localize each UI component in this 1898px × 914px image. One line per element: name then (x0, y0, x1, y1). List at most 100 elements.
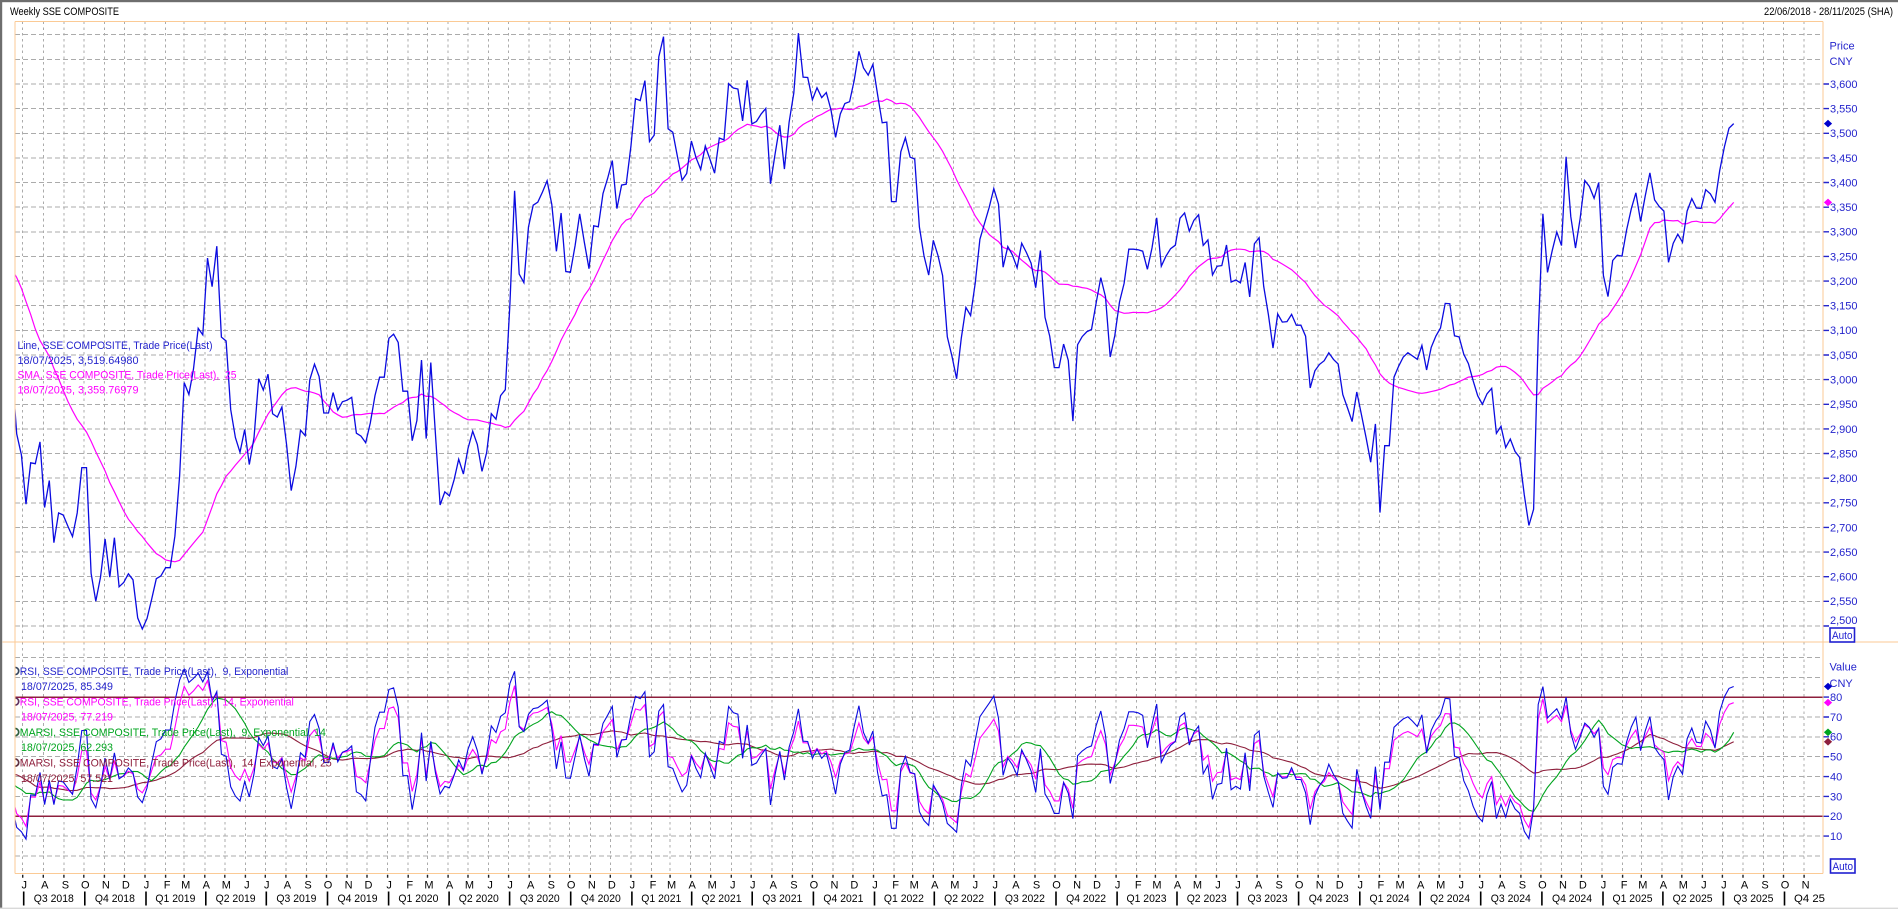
svg-text:18/07/2025, 3,359.76979: 18/07/2025, 3,359.76979 (18, 385, 139, 397)
svg-text:CNY: CNY (1830, 678, 1854, 690)
svg-text:Q3 2021: Q3 2021 (762, 893, 802, 905)
svg-text:J: J (386, 880, 392, 892)
svg-text:MARSI, SSE COMPOSITE, Trade Pr: MARSI, SSE COMPOSITE, Trade Price(Last),… (20, 758, 332, 770)
svg-text:2,900: 2,900 (1830, 424, 1858, 436)
svg-text:D: D (1336, 880, 1344, 892)
svg-text:Auto: Auto (1832, 630, 1853, 642)
svg-text:Q3 2019: Q3 2019 (276, 893, 316, 905)
svg-text:3,200: 3,200 (1830, 276, 1858, 288)
svg-text:A: A (284, 880, 292, 892)
svg-text:Q2 2024: Q2 2024 (1430, 893, 1470, 905)
svg-text:2,650: 2,650 (1830, 547, 1858, 559)
svg-text:Q2 2023: Q2 2023 (1187, 893, 1227, 905)
svg-text:70: 70 (1830, 712, 1842, 724)
svg-text:3,300: 3,300 (1830, 227, 1858, 239)
svg-text:J: J (1358, 880, 1364, 892)
svg-text:J: J (21, 880, 27, 892)
svg-text:50: 50 (1830, 752, 1842, 764)
svg-text:2,850: 2,850 (1830, 448, 1858, 460)
svg-text:J: J (1601, 880, 1607, 892)
svg-text:J: J (1701, 880, 1707, 892)
svg-text:M: M (950, 880, 959, 892)
svg-text:MARSI, SSE COMPOSITE, Trade Pr: MARSI, SSE COMPOSITE, Trade Price(Last),… (20, 727, 326, 739)
svg-text:Q1 2021: Q1 2021 (641, 893, 681, 905)
svg-text:40: 40 (1830, 772, 1842, 784)
svg-text:80: 80 (1830, 692, 1842, 704)
svg-text:Q4 2023: Q4 2023 (1309, 893, 1349, 905)
svg-text:Q4 2022: Q4 2022 (1066, 893, 1106, 905)
svg-text:2,750: 2,750 (1830, 498, 1858, 510)
svg-text:J: J (750, 880, 756, 892)
svg-text:D: D (850, 880, 858, 892)
svg-text:D: D (608, 880, 616, 892)
svg-text:S: S (1519, 880, 1526, 892)
svg-text:M: M (181, 880, 190, 892)
svg-text:18/07/2025, 85.349: 18/07/2025, 85.349 (21, 681, 113, 693)
svg-text:D: D (122, 880, 130, 892)
svg-text:A: A (1417, 880, 1425, 892)
svg-text:O: O (324, 880, 333, 892)
svg-text:A: A (446, 880, 454, 892)
svg-text:A: A (1174, 880, 1182, 892)
svg-text:F: F (406, 880, 413, 892)
svg-text:2,550: 2,550 (1830, 596, 1858, 608)
svg-text:N: N (831, 880, 839, 892)
svg-text:Q3 2025: Q3 2025 (1733, 893, 1773, 905)
svg-text:2,700: 2,700 (1830, 522, 1858, 534)
svg-text:F: F (892, 880, 899, 892)
svg-text:Q3 2024: Q3 2024 (1491, 893, 1531, 905)
svg-text:M: M (910, 880, 919, 892)
svg-text:F: F (1621, 880, 1628, 892)
svg-text:Q1 2025: Q1 2025 (1613, 893, 1653, 905)
svg-text:M: M (465, 880, 474, 892)
svg-text:Auto: Auto (1833, 861, 1854, 873)
svg-text:M: M (1193, 880, 1202, 892)
svg-text:M: M (708, 880, 717, 892)
svg-text:Line, SSE COMPOSITE, Trade Pri: Line, SSE COMPOSITE, Trade Price(Last) (18, 340, 213, 352)
svg-text:A: A (41, 880, 49, 892)
svg-text:3,050: 3,050 (1830, 350, 1858, 362)
svg-text:Q1 2022: Q1 2022 (884, 893, 924, 905)
svg-text:Q3 2022: Q3 2022 (1005, 893, 1045, 905)
svg-text:N: N (1073, 880, 1081, 892)
svg-text:A: A (203, 880, 211, 892)
svg-text:Q3 2020: Q3 2020 (520, 893, 560, 905)
svg-text:S: S (1033, 880, 1040, 892)
svg-text:3,350: 3,350 (1830, 202, 1858, 214)
svg-text:J: J (1721, 880, 1727, 892)
svg-text:Q1 2019: Q1 2019 (155, 893, 195, 905)
svg-text:F: F (1135, 880, 1142, 892)
svg-text:J: J (244, 880, 250, 892)
svg-text:Weekly SSE COMPOSITE: Weekly SSE COMPOSITE (10, 6, 119, 18)
svg-text:S: S (62, 880, 69, 892)
svg-text:A: A (770, 880, 778, 892)
svg-text:Q2 2019: Q2 2019 (216, 893, 256, 905)
svg-text:20: 20 (1830, 811, 1842, 823)
svg-text:J: J (1215, 880, 1221, 892)
svg-text:N: N (1802, 880, 1810, 892)
svg-text:J: J (507, 880, 513, 892)
svg-text:Q4 2024: Q4 2024 (1552, 893, 1592, 905)
svg-text:M: M (1436, 880, 1445, 892)
svg-text:2,800: 2,800 (1830, 473, 1858, 485)
svg-text:J: J (487, 880, 493, 892)
svg-text:18/07/2025, 77.219: 18/07/2025, 77.219 (21, 712, 113, 724)
svg-text:Q4 2020: Q4 2020 (581, 893, 621, 905)
svg-text:M: M (424, 880, 433, 892)
svg-text:2,950: 2,950 (1830, 399, 1858, 411)
svg-text:3,150: 3,150 (1830, 301, 1858, 313)
svg-text:3,000: 3,000 (1830, 375, 1858, 387)
svg-text:J: J (1459, 880, 1465, 892)
svg-text:J: J (872, 880, 878, 892)
svg-text:F: F (650, 880, 657, 892)
svg-text:O: O (1781, 880, 1790, 892)
svg-text:S: S (548, 880, 555, 892)
svg-text:J: J (1115, 880, 1121, 892)
svg-text:M: M (1638, 880, 1647, 892)
svg-text:18/07/2025, 57.521: 18/07/2025, 57.521 (21, 773, 113, 785)
svg-text:S: S (304, 880, 311, 892)
svg-text:Price: Price (1830, 40, 1855, 52)
svg-text:Q1 2024: Q1 2024 (1370, 893, 1410, 905)
svg-text:M: M (222, 880, 231, 892)
svg-text:A: A (1660, 880, 1668, 892)
